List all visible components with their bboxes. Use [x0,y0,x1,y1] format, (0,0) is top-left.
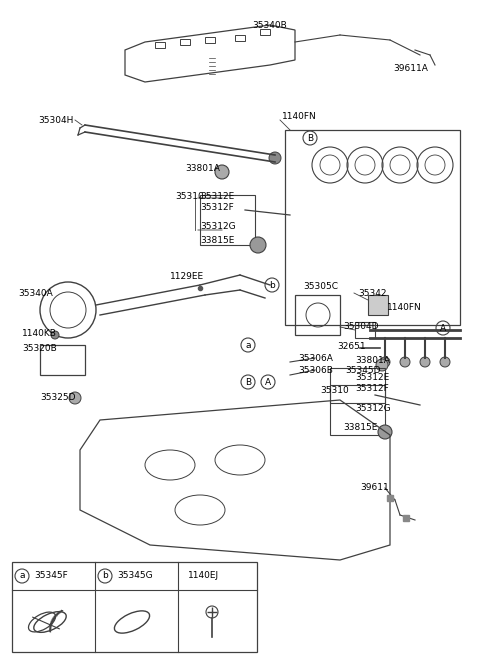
Text: 35312E: 35312E [355,373,389,381]
Bar [285,130,460,325]
Bar [155,42,165,48]
Circle shape [376,359,388,371]
Text: 35345G: 35345G [117,572,153,581]
Text: 35320B: 35320B [22,343,57,353]
Text: 1140FN: 1140FN [387,302,422,312]
Text: 33801A: 33801A [355,355,390,365]
Circle shape [250,237,266,253]
Circle shape [51,331,59,339]
Text: 35312F: 35312F [355,383,389,392]
Text: 35345F: 35345F [34,572,68,581]
Text: 1140EJ: 1140EJ [188,572,219,581]
Bar [200,195,255,245]
Text: 35304H: 35304H [38,115,73,125]
Circle shape [400,357,410,367]
Bar [40,345,85,375]
Text: 35340B: 35340B [252,21,287,29]
Bar [295,295,340,335]
Text: (: ( [41,607,65,637]
Bar [260,29,270,35]
Bar [12,562,257,652]
Text: 35342: 35342 [358,288,386,298]
Text: 35305C: 35305C [303,282,338,290]
Text: B: B [307,133,313,143]
Text: 35306B: 35306B [298,365,333,375]
Text: 35340A: 35340A [18,288,53,298]
Bar [355,322,375,338]
Bar [205,37,215,43]
Text: 1129EE: 1129EE [170,272,204,280]
Text: B: B [245,377,251,387]
Text: 33801A: 33801A [185,164,220,172]
Text: 35304D: 35304D [343,322,379,330]
Bar [368,295,388,315]
Text: 39611A: 39611A [393,64,428,72]
Circle shape [440,357,450,367]
Text: 39611: 39611 [360,483,389,491]
Bar [330,368,385,403]
Text: A: A [440,324,446,333]
Text: 35312G: 35312G [355,404,391,412]
Bar [235,35,245,41]
Circle shape [269,152,281,164]
Bar [180,39,190,45]
Text: 35310: 35310 [175,192,204,200]
Text: 33815E: 33815E [200,235,234,245]
Text: 32651: 32651 [337,341,366,351]
Text: 35312G: 35312G [200,221,236,231]
Text: a: a [19,572,25,581]
Text: 33815E: 33815E [343,422,377,432]
Text: 35310: 35310 [320,385,349,394]
Text: 35306A: 35306A [298,353,333,363]
Circle shape [215,165,229,179]
Text: b: b [102,572,108,581]
Circle shape [378,425,392,439]
Text: 35312E: 35312E [200,192,234,200]
Bar [330,385,385,435]
Circle shape [69,392,81,404]
Text: 35312F: 35312F [200,202,234,211]
Text: 35325D: 35325D [40,392,75,402]
Circle shape [420,357,430,367]
Circle shape [380,357,390,367]
Text: b: b [269,280,275,290]
Text: 1140FN: 1140FN [282,111,317,121]
Text: a: a [245,341,251,349]
Text: 35345D: 35345D [345,365,381,375]
Text: A: A [265,377,271,387]
Text: 1140KB: 1140KB [22,328,57,337]
